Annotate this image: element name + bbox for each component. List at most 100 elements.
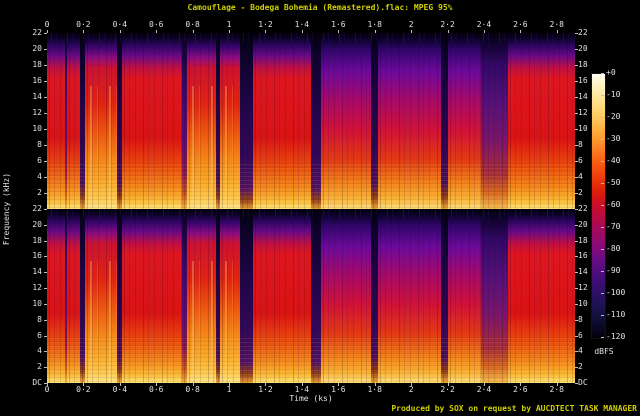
freq-tick-label: 14 xyxy=(578,267,588,276)
freq-axis-tick xyxy=(44,367,47,368)
freq-tick-label: 8 xyxy=(578,140,583,149)
freq-tick-label: 4 xyxy=(578,346,583,355)
time-axis-tick xyxy=(156,383,158,386)
freq-tick-label: 2 xyxy=(37,362,42,371)
colorbar-tick xyxy=(601,227,604,228)
colorbar-tick-label: -60 xyxy=(606,200,621,209)
freq-tick-label: DC xyxy=(32,378,42,387)
time-axis-tick xyxy=(447,383,449,386)
freq-axis-tick xyxy=(575,367,578,368)
spectrogram-band xyxy=(65,209,68,383)
spectrogram-band xyxy=(186,33,216,209)
spectrogram-band xyxy=(371,209,379,383)
time-tick-label: 1·6 xyxy=(331,385,346,394)
time-tick-label: 2·8 xyxy=(549,20,564,29)
freq-axis-tick xyxy=(575,304,578,305)
freq-axis-tick xyxy=(575,161,578,162)
spectrogram-band xyxy=(47,33,65,209)
spectrogram-band xyxy=(321,209,372,383)
spectrogram-band xyxy=(220,33,241,209)
spectrogram-band xyxy=(182,33,187,209)
time-axis-tick xyxy=(556,383,558,386)
spectrogram-band xyxy=(448,33,481,209)
time-axis-tick xyxy=(192,30,194,33)
freq-tick-label: 18 xyxy=(578,236,588,245)
freq-tick-label: 22 xyxy=(578,204,588,213)
spectrogram-band xyxy=(252,209,312,383)
freq-axis-tick xyxy=(44,256,47,257)
colorbar-tick xyxy=(601,161,604,162)
time-axis-tick xyxy=(229,383,231,386)
freq-axis-tick xyxy=(44,33,47,34)
freq-tick-label: 4 xyxy=(578,172,583,181)
freq-axis-tick xyxy=(575,65,578,66)
freq-tick-label: 2 xyxy=(578,362,583,371)
time-tick-label: 1·4 xyxy=(294,385,310,394)
time-tick-label: 1 xyxy=(226,385,232,394)
freq-tick-label: 12 xyxy=(578,283,588,292)
spectrogram-right-channel xyxy=(47,209,575,383)
time-axis-tick xyxy=(520,383,522,386)
spectrogram-band xyxy=(216,209,221,383)
spectrogram-band xyxy=(440,209,449,383)
freq-axis-tick xyxy=(44,65,47,66)
spectrogram-band xyxy=(507,33,575,209)
freq-tick-label: 8 xyxy=(578,315,583,324)
time-axis-tick xyxy=(447,30,449,33)
freq-tick-label: 12 xyxy=(578,108,588,117)
freq-axis-tick xyxy=(575,225,578,226)
time-axis-tick xyxy=(47,30,48,33)
freq-tick-label: 16 xyxy=(32,76,42,85)
freq-axis-tick xyxy=(44,241,47,242)
time-tick-label: 2 xyxy=(408,20,414,29)
time-axis-tick xyxy=(338,30,340,33)
time-tick-label: 2·4 xyxy=(476,20,492,29)
time-axis-tick xyxy=(192,383,194,386)
spectrogram-band xyxy=(122,209,183,383)
freq-tick-label: 14 xyxy=(578,92,588,101)
time-axis-tick xyxy=(520,30,522,33)
freq-tick-label: 22 xyxy=(32,28,42,37)
time-tick-label: 0 xyxy=(44,20,50,29)
colorbar-tick-label: -20 xyxy=(606,112,621,121)
time-axis-tick xyxy=(411,383,413,386)
spectrogram-band xyxy=(117,209,122,383)
freq-axis-tick xyxy=(575,288,578,289)
freq-tick-label: 8 xyxy=(37,315,42,324)
time-tick-label: 2 xyxy=(408,385,414,394)
freq-tick-label: 18 xyxy=(32,60,42,69)
freq-tick-label: 10 xyxy=(578,124,588,133)
freq-axis-tick xyxy=(575,97,578,98)
freq-axis-tick xyxy=(575,272,578,273)
freq-tick-label: 6 xyxy=(578,156,583,165)
freq-axis-tick xyxy=(575,383,578,384)
spectrogram-band xyxy=(240,209,253,383)
freq-tick-label: 10 xyxy=(32,124,42,133)
freq-axis-tick xyxy=(575,209,578,210)
colorbar-tick-label: -100 xyxy=(606,288,626,297)
colorbar-tick xyxy=(601,337,604,338)
time-tick-label: 0·6 xyxy=(149,20,164,29)
time-axis-tick xyxy=(119,30,121,33)
time-axis-tick xyxy=(265,30,267,33)
time-tick-label: 0·4 xyxy=(112,385,128,394)
frequency-axis-title: Frequency (kHz) xyxy=(2,172,11,246)
spectrogram-band xyxy=(507,209,575,383)
freq-tick-label: 18 xyxy=(32,236,42,245)
freq-tick-label: 10 xyxy=(578,299,588,308)
time-axis-tick xyxy=(156,30,158,33)
freq-tick-label: 20 xyxy=(32,44,42,53)
spectrogram-band xyxy=(311,209,321,383)
spectrogram-band xyxy=(252,33,312,209)
footer-credit: Produced by SOX on request by AUCDTECT T… xyxy=(391,404,637,413)
time-axis-tick xyxy=(483,30,485,33)
freq-axis-tick xyxy=(44,129,47,130)
time-axis-title: Time (ks) xyxy=(289,394,333,403)
time-tick-label: 2·6 xyxy=(513,20,528,29)
freq-axis-tick xyxy=(575,113,578,114)
freq-tick-label: 20 xyxy=(578,44,588,53)
time-tick-label: 0 xyxy=(44,385,50,394)
spectrogram-band xyxy=(481,33,508,209)
spectrogram-band xyxy=(186,209,216,383)
